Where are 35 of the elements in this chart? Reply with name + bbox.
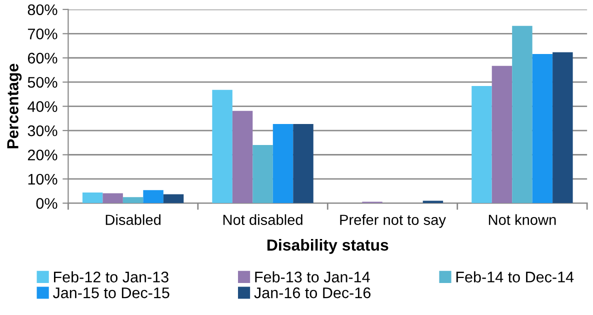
x-tick-label: Prefer not to say [340, 214, 446, 228]
bar [472, 86, 492, 204]
bar [492, 66, 512, 204]
y-tick-label: 30% [28, 125, 58, 136]
x-tick-label: Not known [488, 214, 556, 225]
legend-label: Feb-12 to Jan-13 [54, 271, 168, 282]
bar [512, 26, 532, 204]
y-tick-label: 50% [28, 76, 58, 88]
legend-label: Feb-14 to Dec-14 [456, 271, 574, 282]
y-tick-label: 20% [28, 150, 58, 160]
y-tick-label: 80% [28, 4, 58, 16]
bar [82, 192, 103, 204]
bar [102, 193, 123, 204]
bar [122, 197, 144, 204]
legend-label: Jan-15 to Dec-15 [52, 288, 170, 298]
bar [552, 52, 573, 204]
bar [212, 90, 232, 204]
bar [143, 190, 164, 204]
y-tick-label: 60% [28, 52, 58, 64]
bar [532, 54, 553, 204]
bar [293, 124, 314, 204]
bar [252, 145, 273, 204]
y-axis-title: Percentage [7, 64, 22, 148]
y-tick-label: 10% [28, 174, 58, 185]
bar [232, 110, 253, 204]
y-tick-label: 0% [36, 198, 58, 209]
bar [272, 124, 294, 204]
y-tick-label: 40% [28, 101, 58, 112]
x-tick-label: Not disabled [223, 214, 302, 225]
legend-label: Jan-16 to Dec-16 [254, 287, 370, 298]
x-tick-label: Disabled [106, 214, 160, 225]
x-axis-title: Disability status [267, 238, 388, 254]
bar [163, 194, 184, 204]
legend-label: Feb-13 to Jan-14 [255, 271, 370, 282]
y-tick-label: 70% [28, 28, 58, 40]
